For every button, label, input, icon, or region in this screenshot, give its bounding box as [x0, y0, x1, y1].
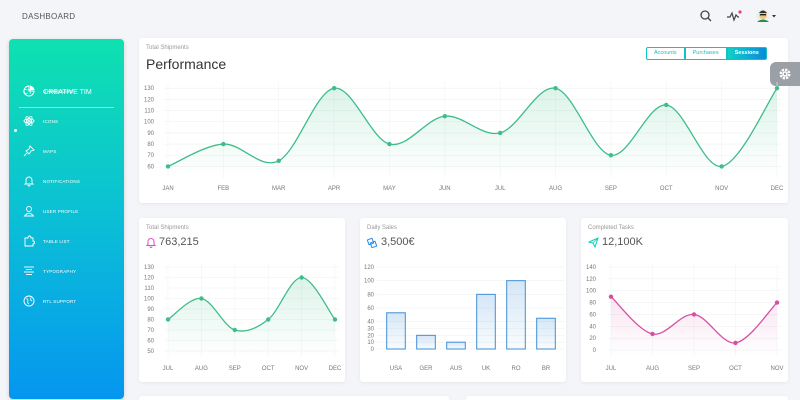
card-subtitle: Total Shipments [146, 45, 189, 51]
sidebar-divider [19, 107, 114, 108]
sidebar-item-label: USER PROFILE [43, 209, 79, 214]
sidebar-item-maps[interactable]: MAPS [19, 144, 119, 160]
sidebar-item-label: MAPS [43, 149, 57, 154]
sidebar-item-user-profile[interactable]: USER PROFILE [19, 204, 119, 220]
sidebar-item-notifications[interactable]: NOTIFICATIONS [19, 174, 119, 190]
logo-text[interactable]: CREATIVE TIM [43, 89, 92, 96]
gear-icon [779, 68, 791, 80]
bottom-card-left [139, 396, 449, 400]
tab-accounts[interactable]: Accounts [646, 47, 685, 60]
search-icon[interactable] [699, 9, 713, 23]
sidebar-item-label: ICONS [43, 119, 59, 124]
bell-icon [23, 176, 35, 187]
sidebar-item-label: TYPOGRAPHY [43, 269, 77, 274]
logo-mini[interactable]: CT [23, 89, 33, 96]
delivery-icon [367, 237, 378, 248]
send-icon [588, 237, 599, 248]
tab-sessions[interactable]: Sessions [726, 47, 767, 60]
performance-card: Total Shipments Performance [139, 38, 788, 203]
sidebar-item-dashboard[interactable]: DASHBOARD [19, 84, 119, 100]
pin-icon [23, 145, 35, 157]
world-icon [23, 295, 35, 307]
avatar[interactable] [755, 7, 777, 25]
activity-icon[interactable] [726, 9, 742, 23]
card-subtitle: Daily Sales [367, 225, 398, 231]
tab-purchases[interactable]: Purchases [684, 47, 727, 60]
sidebar-item-label: DASHBOARD [43, 89, 74, 94]
chart-pie-icon [23, 85, 35, 97]
card-subtitle: Total Shipments [146, 225, 189, 231]
settings-plugin-button[interactable] [770, 62, 800, 86]
card-title: Performance [146, 56, 227, 72]
user-icon [23, 206, 35, 217]
sidebar-item-label: RTL SUPPORT [43, 299, 77, 304]
card-value: 763,215 [159, 236, 199, 248]
align-icon [24, 266, 34, 275]
chart-tabs: Accounts Purchases Sessions [646, 47, 767, 60]
sidebar-item-label: TABLE LIST [43, 239, 70, 244]
puzzle-icon [24, 235, 35, 247]
card-subtitle: Completed Tasks [588, 225, 634, 231]
sidebar-item-label: NOTIFICATIONS [43, 179, 81, 184]
caret-down-icon [772, 15, 776, 18]
shipments-card: Total Shipments 763,215 [139, 218, 345, 382]
page-title: DASHBOARD [22, 12, 76, 21]
navbar: DASHBOARD [0, 0, 800, 34]
daily-sales-card: Daily Sales 3,500€ [360, 218, 566, 382]
completed-tasks-card: Completed Tasks 12,100K [581, 218, 788, 382]
sidebar-item-icons[interactable]: ICONS [19, 114, 119, 130]
sidebar: CT CREATIVE TIM DASHBOARD ICONS MAPS NO [9, 39, 124, 399]
card-value: 12,100K [602, 236, 643, 248]
sidebar-logo[interactable]: CT CREATIVE TIM [23, 89, 92, 96]
sidebar-item-table-list[interactable]: TABLE LIST [19, 234, 119, 250]
sidebar-item-typography[interactable]: TYPOGRAPHY [19, 264, 119, 280]
card-value: 3,500€ [381, 236, 415, 248]
bell-icon [146, 238, 156, 248]
bottom-card-right [466, 396, 788, 400]
sidebar-item-rtl-support[interactable]: RTL SUPPORT [19, 294, 119, 310]
atom-icon [23, 116, 35, 126]
active-indicator [14, 129, 17, 132]
